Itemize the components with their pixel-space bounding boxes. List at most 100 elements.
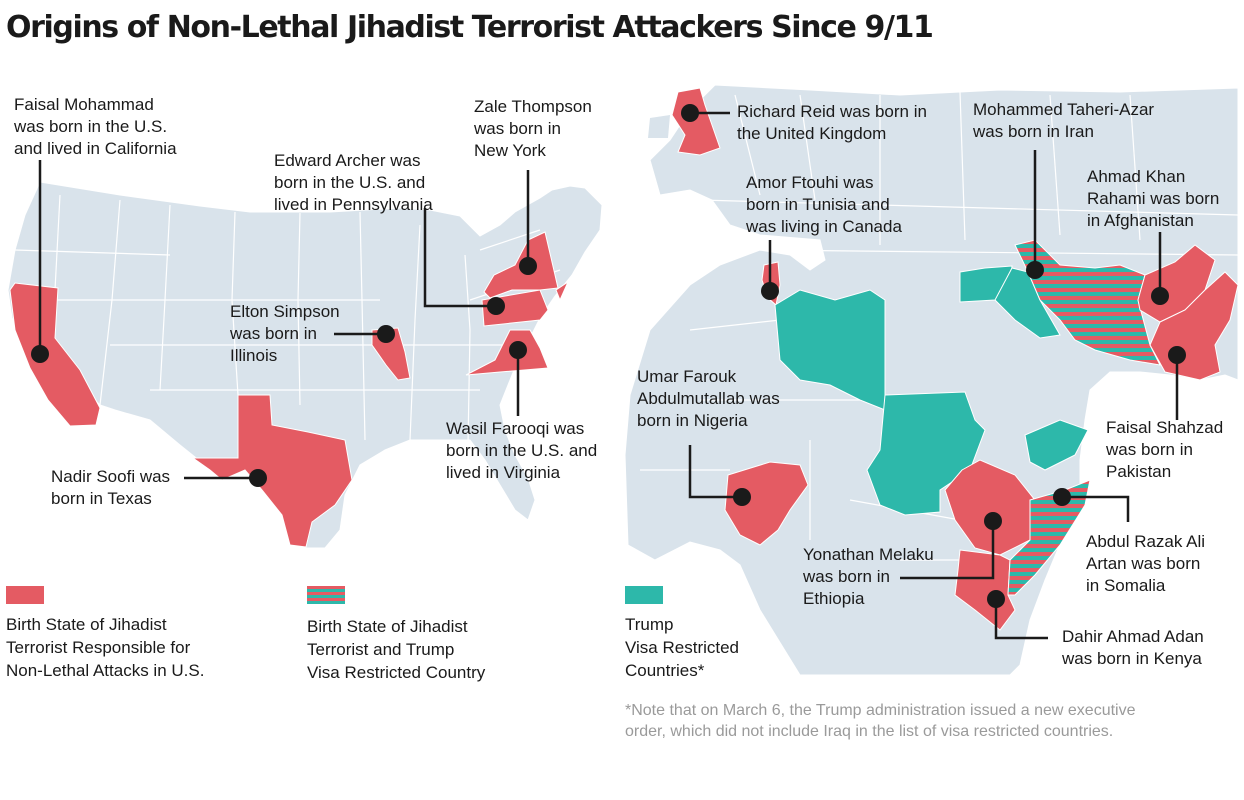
label-line: Zale Thompson [474, 97, 592, 116]
country-somalia [1007, 479, 1091, 596]
legend-swatch-birth-state [6, 586, 44, 604]
legend-line: Non-Lethal Attacks in U.S. [6, 661, 205, 680]
label-line: was born in [230, 324, 317, 343]
visa-restricted-countries [774, 265, 1089, 516]
legend-line: Terrorist and Trump [307, 640, 455, 659]
label-line: Pakistan [1106, 462, 1172, 481]
label-faisal-mohammad: Faisal Mohammad was born in the U.S. and… [14, 94, 177, 160]
label-line: Dahir Ahmad Adan [1062, 627, 1204, 646]
label-dahir-ahmad-adan: Dahir Ahmad Adan was born in Kenya [1062, 626, 1204, 670]
label-line: Ethiopia [803, 589, 865, 608]
dot-iran [1026, 261, 1044, 279]
label-mohammed-taheri-azar: Mohammed Taheri-Azar was born in Iran [973, 99, 1154, 143]
legend-line: Terrorist Responsible for [6, 638, 191, 657]
dot-illinois [377, 325, 395, 343]
label-zale-thompson: Zale Thompson was born in New York [474, 96, 592, 162]
legend-line: Birth State of Jihadist [6, 615, 167, 634]
label-line: born in Texas [51, 489, 152, 508]
label-amor-ftouhi: Amor Ftouhi was born in Tunisia and was … [746, 172, 902, 238]
state-virginia [465, 329, 549, 376]
label-faisal-shahzad: Faisal Shahzad was born in Pakistan [1106, 417, 1223, 483]
usa-state-borders [14, 194, 561, 446]
country-kenya [954, 549, 1016, 631]
label-line: Faisal Shahzad [1106, 418, 1224, 437]
legend-visa-restricted: Trump Visa Restricted Countries* [625, 613, 739, 682]
legend-line: Countries* [625, 661, 705, 680]
usa-highlighted-states [9, 231, 570, 548]
label-line: was born in [474, 119, 561, 138]
label-line: lived in Virginia [446, 463, 561, 482]
legend-line: Visa Restricted [625, 638, 740, 657]
footnote-line: order, which did not include Iraq in the… [625, 723, 1114, 740]
dot-texas [249, 469, 267, 487]
usa-land [7, 181, 603, 549]
label-line: lived in Pennsylvania [274, 195, 433, 214]
country-sudan [866, 391, 986, 516]
label-line: was born in [803, 567, 890, 586]
label-line: Mohammed Taheri-Azar [973, 100, 1155, 119]
label-line: Edward Archer was [274, 151, 421, 170]
dot-pennsylvania [487, 297, 505, 315]
dot-afghanistan [1151, 287, 1169, 305]
country-nigeria [724, 461, 809, 546]
label-line: Abdul Razak Ali [1086, 532, 1206, 551]
label-line: was born in the U.S. [14, 117, 168, 136]
label-ahmad-khan-rahami: Ahmad Khan Rahami was born in Afghanista… [1087, 166, 1219, 232]
legend-both: Birth State of Jihadist Terrorist and Tr… [307, 615, 485, 684]
state-texas [191, 394, 353, 548]
label-line: Artan was born [1086, 554, 1201, 573]
label-line: Yonathan Melaku [803, 545, 934, 564]
legend-line: Visa Restricted Country [307, 663, 486, 682]
label-line: was born in Kenya [1062, 649, 1202, 668]
label-edward-archer: Edward Archer was born in the U.S. and l… [274, 150, 433, 216]
label-line: Ahmad Khan [1087, 167, 1186, 186]
dot-ethiopia [984, 512, 1002, 530]
label-nadir-soofi: Nadir Soofi was born in Texas [51, 466, 170, 510]
label-line: was living in Canada [746, 217, 902, 236]
country-iraq [994, 267, 1061, 339]
dot-tunisia [761, 282, 779, 300]
dot-new-york [519, 257, 537, 275]
legend-swatch-both [307, 586, 345, 604]
dot-kenya [987, 590, 1005, 608]
label-line: Umar Farouk [637, 367, 737, 386]
world-map [624, 84, 1239, 676]
legend-swatch-visa-restricted [625, 586, 663, 604]
label-line: was born in [1106, 440, 1193, 459]
label-line: Rahami was born [1087, 189, 1220, 208]
dot-virginia [509, 341, 527, 359]
label-line: Abdulmutallab was [637, 389, 780, 408]
leader-lines [38, 111, 1179, 640]
label-line: in Somalia [1086, 576, 1166, 595]
chart-title: Origins of Non-Lethal Jihadist Terrorist… [6, 10, 934, 45]
label-richard-reid: Richard Reid was born in the United King… [737, 101, 927, 145]
dot-uk [681, 104, 699, 122]
label-line: Elton Simpson [230, 302, 340, 321]
dot-pakistan [1168, 346, 1186, 364]
label-line: in Afghanistan [1087, 211, 1194, 230]
country-uk [671, 87, 721, 156]
label-line: Nadir Soofi was [51, 467, 171, 486]
footnote-line: *Note that on March 6, the Trump adminis… [625, 702, 1136, 719]
label-line: born in the U.S. and [274, 173, 426, 192]
label-line: born in Nigeria [637, 411, 748, 430]
dot-california [31, 345, 49, 363]
dot-nigeria [733, 488, 751, 506]
label-line: the United Kingdom [737, 124, 887, 143]
usa-map [7, 181, 603, 549]
legend-line: Birth State of Jihadist [307, 617, 468, 636]
label-line: New York [474, 141, 546, 160]
country-ireland [648, 115, 670, 138]
label-line: Amor Ftouhi was [746, 173, 874, 192]
state-california [9, 282, 101, 427]
dot-somalia [1053, 488, 1071, 506]
legend-birth-state: Birth State of Jihadist Terrorist Respon… [6, 613, 204, 682]
label-line: born in Tunisia and [746, 195, 890, 214]
label-line: Faisal Mohammad [14, 95, 154, 114]
label-line: Illinois [230, 346, 278, 365]
location-dots [31, 104, 1186, 608]
label-umar-farouk-abdulmutallab: Umar Farouk Abdulmutallab was born in Ni… [637, 366, 780, 432]
country-yemen [1024, 419, 1089, 471]
label-line: born in the U.S. and [446, 441, 598, 460]
